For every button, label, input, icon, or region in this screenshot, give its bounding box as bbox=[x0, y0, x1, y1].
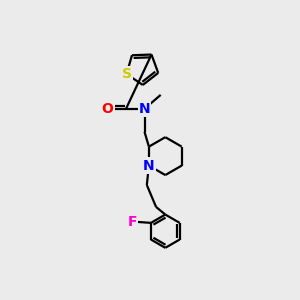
Text: S: S bbox=[122, 67, 132, 81]
Text: F: F bbox=[128, 215, 137, 229]
Text: O: O bbox=[102, 102, 113, 116]
Text: N: N bbox=[139, 102, 150, 116]
Text: N: N bbox=[143, 159, 155, 172]
